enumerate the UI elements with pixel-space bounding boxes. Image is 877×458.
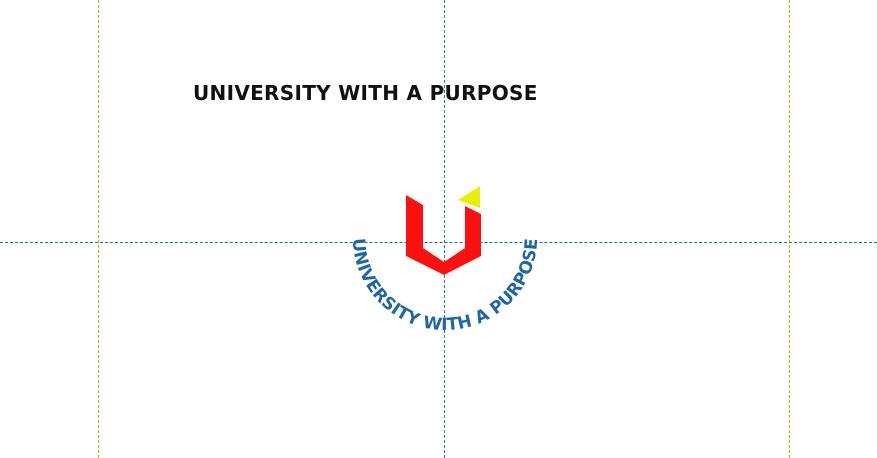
- logo-accent-triangle: [458, 186, 480, 208]
- left-guide-line[interactable]: [98, 0, 99, 458]
- vertical-center-guide-line[interactable]: [444, 0, 445, 458]
- logo-u-shape: [406, 195, 481, 275]
- logo-arc-text-path: UNIVERSITY WITH A PURPOSE: [348, 238, 542, 336]
- heading-text[interactable]: UNIVERSITY WITH A PURPOSE: [193, 81, 538, 105]
- horizontal-center-guide-line[interactable]: [0, 242, 877, 243]
- right-guide-line[interactable]: [789, 0, 790, 458]
- logo-arc-text: UNIVERSITY WITH A PURPOSE: [348, 238, 542, 336]
